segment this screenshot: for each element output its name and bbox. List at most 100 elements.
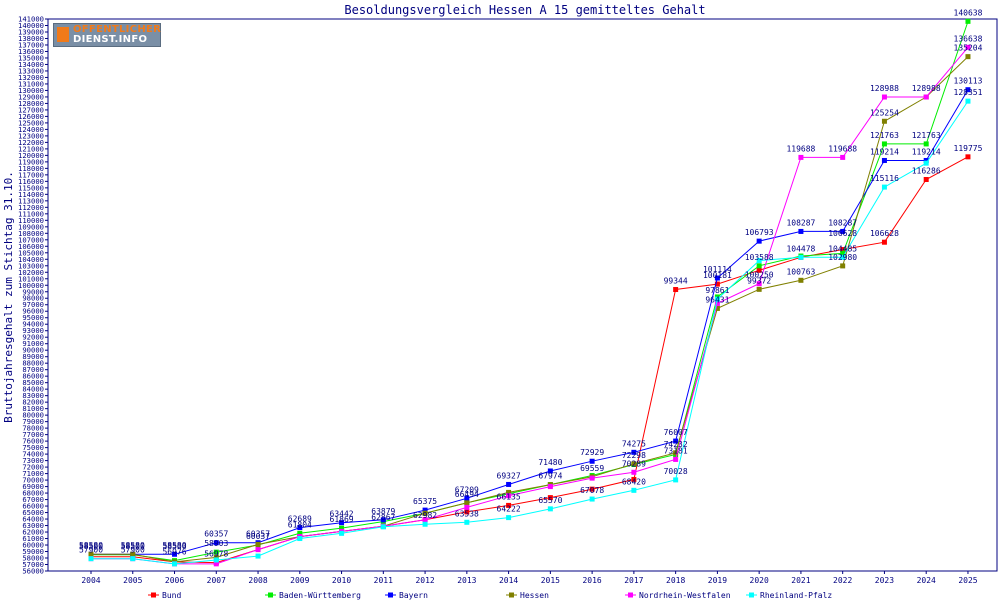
legend-swatch-marker [509,592,514,598]
data-point [756,281,762,287]
y-tick-label: 139000 [18,27,44,36]
y-tick-label: 71000 [22,469,44,478]
data-label: 130113 [954,77,983,86]
legend-label: Nordrhein-Westfalen [639,591,731,600]
data-point [464,504,470,510]
data-point [673,477,679,483]
data-label: 108287 [786,218,815,227]
y-tick-label: 132000 [18,73,44,82]
y-tick-label: 118000 [18,164,44,173]
data-point [589,458,595,464]
y-tick-label: 112000 [18,203,44,212]
data-label: 63538 [455,509,479,518]
series-line [91,46,969,565]
series-lines [88,18,971,567]
series-group [88,154,971,566]
x-tick-label: 2024 [917,576,936,585]
data-point [881,184,887,190]
data-label: 102980 [828,253,857,262]
y-tick-label: 130000 [18,86,44,95]
data-point [756,263,762,269]
y-tick-label: 96000 [22,307,44,316]
data-point [422,517,428,523]
y-tick-label: 107000 [18,235,44,244]
data-point [840,263,846,269]
y-tick-label: 73000 [22,456,44,465]
y-tick-label: 108000 [18,229,44,238]
y-tick-label: 59000 [22,547,44,556]
y-tick-label: 137000 [18,40,44,49]
x-tick-label: 2019 [708,576,727,585]
x-tick-label: 2009 [290,576,309,585]
y-tick-label: 63000 [22,521,44,530]
data-point [881,239,887,245]
data-label: 100250 [745,271,774,280]
data-label: 63442 [330,510,354,519]
data-label: 119214 [912,147,941,156]
data-label: 58500 [121,542,145,551]
y-tick-label: 120000 [18,151,44,160]
data-point [840,154,846,160]
data-point [255,553,261,559]
data-label: 62689 [288,515,312,524]
data-point [923,157,929,163]
y-tick-label: 102000 [18,268,44,277]
y-tick-label: 87000 [22,365,44,374]
legend-swatch-marker [151,592,156,598]
data-label: 119688 [828,144,857,153]
data-point [255,541,261,547]
data-point [172,551,178,557]
data-label: 72929 [580,448,604,457]
y-tick-label: 121000 [18,144,44,153]
y-tick-label: 106000 [18,242,44,251]
y-tick-label: 117000 [18,170,44,179]
y-tick-label: 81000 [22,404,44,413]
series-group [88,18,971,564]
data-label: 69559 [580,464,604,473]
chart-title: Besoldungsvergleich Hessen A 15 gemittel… [344,3,705,17]
data-label: 67974 [538,472,562,481]
data-label: 106793 [745,228,774,237]
y-tick-label: 56000 [22,567,44,576]
data-label: 136638 [954,34,983,43]
y-tick-label: 129000 [18,92,44,101]
data-point [756,258,762,264]
y-tick-label: 89000 [22,352,44,361]
y-axis-label: Bruttojahresgehalt zum Stichtag 31.10. [2,171,15,423]
data-label: 62982 [413,511,437,520]
data-point [756,267,762,273]
data-label: 60357 [204,530,228,539]
data-point [965,98,971,104]
data-label: 106628 [870,229,899,238]
data-point [547,506,553,512]
legend-label: Bayern [399,591,428,600]
data-label: 58580 [79,541,103,550]
y-tick-label: 125000 [18,118,44,127]
data-label: 58580 [162,541,186,550]
data-point [213,554,219,560]
x-tick-label: 2017 [624,576,643,585]
data-point [506,489,512,495]
data-point [965,18,971,24]
data-point [339,530,345,536]
data-point [380,517,386,523]
series-group [88,54,971,565]
x-tick-label: 2011 [374,576,393,585]
data-point [673,456,679,462]
data-label: 101114 [703,265,732,274]
data-point [965,154,971,160]
y-tick-label: 62000 [22,528,44,537]
data-point [631,469,637,475]
y-tick-label: 78000 [22,424,44,433]
data-point [130,551,136,557]
y-tick-label: 97000 [22,300,44,309]
data-label: 60037 [246,532,270,541]
data-point [714,300,720,306]
y-tick-label: 136000 [18,47,44,56]
legend-item: Nordrhein-Westfalen [625,591,731,600]
logo-line2: DIENST.INFO [73,34,148,45]
data-point [297,525,303,531]
y-tick-label: 77000 [22,430,44,439]
data-point [297,536,303,542]
